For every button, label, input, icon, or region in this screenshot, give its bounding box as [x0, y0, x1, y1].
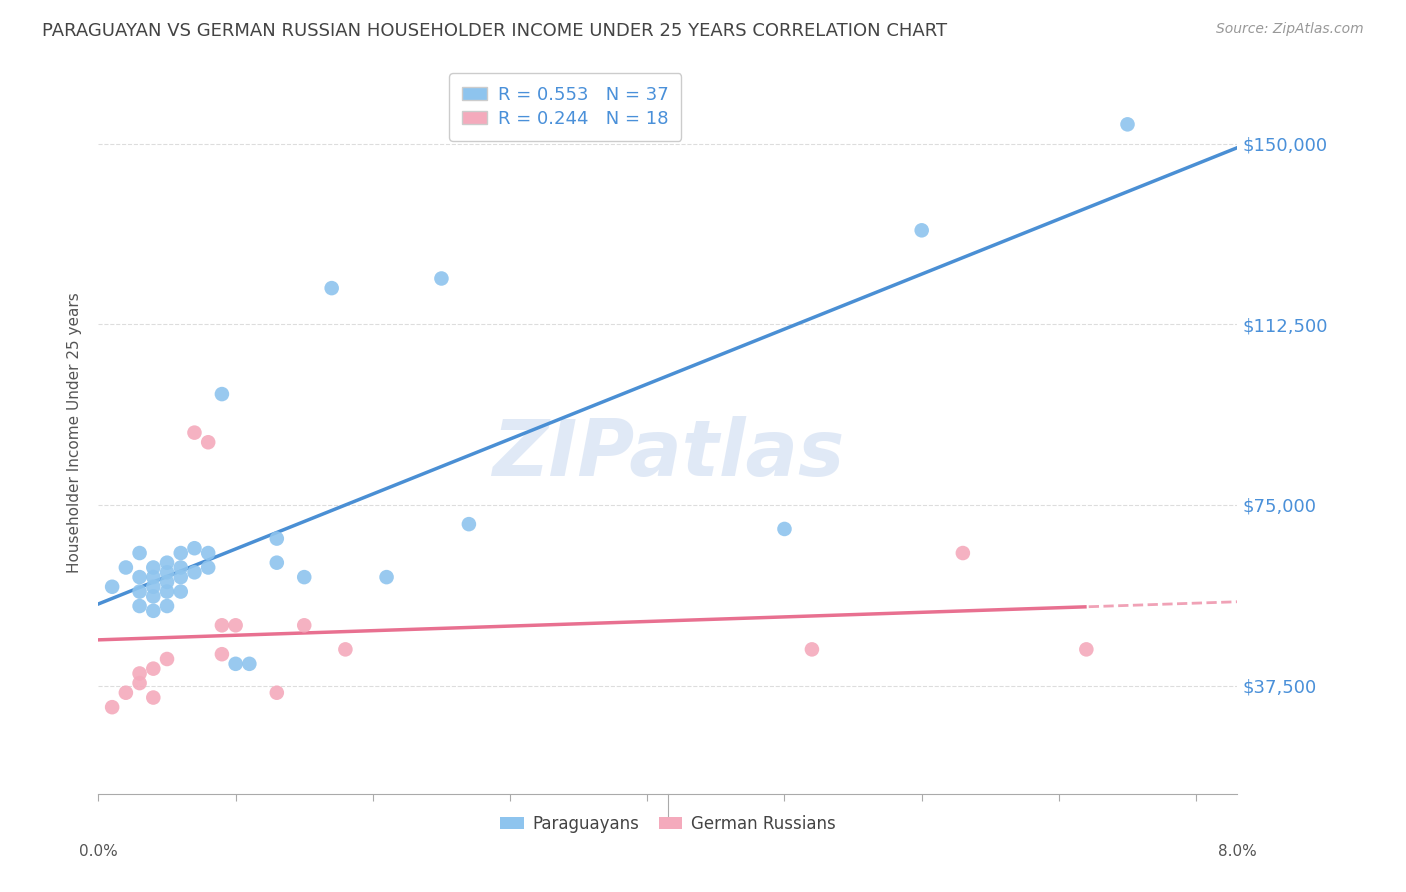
Text: 0.0%: 0.0% — [79, 845, 118, 860]
Point — [142, 690, 165, 705]
Point — [142, 604, 165, 618]
Point — [101, 580, 124, 594]
Point — [128, 570, 150, 584]
Point — [266, 686, 288, 700]
Point — [457, 517, 479, 532]
Point — [156, 599, 179, 613]
Point — [211, 618, 233, 632]
Point — [128, 584, 150, 599]
Point — [266, 532, 288, 546]
Point — [142, 560, 165, 574]
Point — [142, 662, 165, 676]
Point — [773, 522, 796, 536]
Point — [128, 666, 150, 681]
Point — [170, 584, 193, 599]
Point — [335, 642, 357, 657]
Point — [197, 560, 219, 574]
Point — [266, 556, 288, 570]
Point — [115, 560, 138, 574]
Point — [183, 566, 205, 580]
Point — [800, 642, 823, 657]
Point — [142, 580, 165, 594]
Point — [115, 686, 138, 700]
Point — [952, 546, 974, 560]
Y-axis label: Householder Income Under 25 years: Householder Income Under 25 years — [67, 293, 83, 573]
Point — [211, 387, 233, 401]
Point — [170, 546, 193, 560]
Point — [238, 657, 260, 671]
Point — [375, 570, 398, 584]
Point — [1076, 642, 1098, 657]
Point — [170, 560, 193, 574]
Point — [156, 574, 179, 589]
Point — [292, 618, 315, 632]
Point — [156, 584, 179, 599]
Text: Source: ZipAtlas.com: Source: ZipAtlas.com — [1216, 22, 1364, 37]
Point — [183, 541, 205, 556]
Point — [128, 546, 150, 560]
Text: PARAGUAYAN VS GERMAN RUSSIAN HOUSEHOLDER INCOME UNDER 25 YEARS CORRELATION CHART: PARAGUAYAN VS GERMAN RUSSIAN HOUSEHOLDER… — [42, 22, 948, 40]
Point — [430, 271, 453, 285]
Point — [1116, 117, 1139, 131]
Point — [128, 676, 150, 690]
Point — [156, 566, 179, 580]
Point — [183, 425, 205, 440]
Point — [156, 652, 179, 666]
Point — [211, 647, 233, 661]
Text: 8.0%: 8.0% — [1218, 845, 1257, 860]
Point — [142, 570, 165, 584]
Point — [321, 281, 343, 295]
Point — [101, 700, 124, 714]
Point — [292, 570, 315, 584]
Point — [225, 657, 247, 671]
Point — [225, 618, 247, 632]
Point — [197, 546, 219, 560]
Point — [170, 570, 193, 584]
Text: ZIPatlas: ZIPatlas — [492, 417, 844, 492]
Point — [197, 435, 219, 450]
Point — [911, 223, 934, 237]
Legend: Paraguayans, German Russians: Paraguayans, German Russians — [494, 808, 842, 839]
Point — [142, 590, 165, 604]
Point — [156, 556, 179, 570]
Point — [128, 599, 150, 613]
